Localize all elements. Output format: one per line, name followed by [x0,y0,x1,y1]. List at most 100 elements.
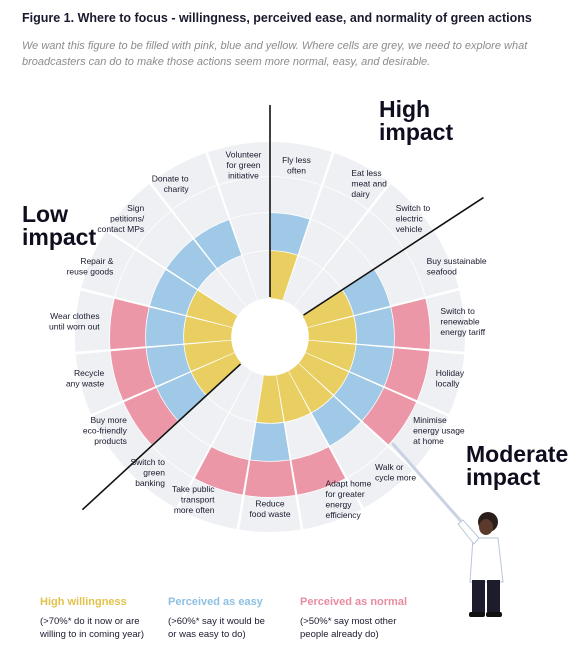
segment-willing-wear-clothes-until-worn-out [184,316,233,344]
segment-willing-buy-more-eco-friendly-products [191,352,242,395]
segment-normal-recycle-any-waste [110,348,156,401]
segment-normal-holiday-locally [384,348,430,401]
legend-willingness-title: High willingness [40,596,127,608]
action-label-line: Sign [127,203,144,213]
segment-normal-fly-less-often [270,177,321,219]
segment-label-take-public-transport-more-often [178,478,243,530]
segment-easy-repair-reuse-goods [150,269,198,316]
segment-easy-walk-or-cycle-more [311,396,361,446]
person-coat [469,537,504,583]
segment-easy-donate-to-charity [194,220,242,269]
action-label-line: vehicle [396,224,423,234]
action-label-line: Eat less [351,168,381,178]
chart-segments [75,142,465,532]
segment-easy-switch-to-renewable-energy-tariff [354,307,394,347]
segment-normal-switch-to-renewable-energy-tariff [391,298,430,350]
action-labels: Fly less often Eat less meat and dairy Switch… [49,150,487,521]
action-label-line: meat and [351,179,387,189]
action-label-line: Switch to [440,306,475,316]
action-label-line: Volunteer [226,150,262,160]
action-label-switch-to-electric-vehicle: Switch to electric vehicle [396,203,431,234]
segment-label-switch-to-green-banking [127,446,193,508]
action-label-walk-or-cycle-more: Walk or cycle more [375,462,416,483]
segment-willing-minimise-energy-usage-at-home [298,352,349,395]
action-label-line: initiative [228,171,259,181]
segment-normal-volunteer-for-green-initiative [219,177,270,219]
segment-willing-adapt-home-for-greater-energy-efficiency [276,371,311,422]
action-label-line: more often [174,505,215,515]
segment-label-reduce-food-waste [239,495,301,532]
segment-easy-reduce-food-waste [250,422,290,461]
person-leg-right [487,580,500,614]
segment-easy-minimise-energy-usage-at-home [334,372,384,421]
action-label-line: Wear clothes [50,311,99,321]
segment-normal-buy-sustainable-seafood [374,250,425,306]
action-label-line: energy usage [413,425,465,435]
legend-willingness-note: (>70%* do it now or are willing to in com… [40,616,145,640]
segment-easy-buy-sustainable-seafood [342,269,390,316]
action-label-buy-more-eco-friendly-products: Buy more eco-friendly products [83,415,128,446]
segment-willing-walk-or-cycle-more [288,363,333,413]
segment-label-eat-less-meat-and-dairy [323,153,389,210]
action-label-line: petitions/ [110,214,145,224]
moderate-impact-label: Moderate impact [466,441,569,490]
segment-label-fly-less-often [271,142,333,185]
action-label-line: green [143,467,165,477]
person-shoe-right [486,612,502,617]
action-label-donate-to-charity: Donate to charity [152,173,190,194]
action-label-line: Fly less [282,155,311,165]
segment-easy-eat-less-meat-and-dairy [298,220,346,269]
segment-normal-sign-petitions-contact-mps [136,211,193,269]
action-label-volunteer-for-green-initiative: Volunteer for green initiative [226,150,262,181]
action-label-line: Recycle [74,368,105,378]
action-label-line: Buy more [90,415,127,425]
segment-easy-switch-to-green-banking [179,396,229,446]
person-arm [457,519,480,545]
action-label-line: for green [226,160,260,170]
segment-normal-minimise-energy-usage-at-home [362,387,417,445]
figure-title: Figure 1. Where to focus - willingness, … [22,11,532,25]
action-label-line: charity [164,184,190,194]
segment-easy-adapt-home-for-greater-energy-efficiency [284,413,329,460]
action-label-line: Buy sustainable [427,256,487,266]
segment-label-repair-reuse-goods [81,231,135,297]
segment-willing-switch-to-green-banking [207,363,252,413]
action-label-adapt-home-for-greater-energy-efficiency: Adapt home for greater energy efficiency [326,479,372,521]
segment-normal-switch-to-green-banking [153,422,210,478]
segment-willing-reduce-food-waste [256,375,284,423]
segment-normal-donate-to-charity [172,186,229,238]
action-label-line: transport [181,494,215,504]
segment-easy-recycle-any-waste [146,344,191,387]
segment-easy-fly-less-often [270,213,310,255]
segment-willing-switch-to-renewable-energy-tariff [307,316,356,344]
segment-willing-donate-to-charity [217,255,258,307]
segment-normal-walk-or-cycle-more [330,422,387,478]
segment-willing-repair-reuse-goods [186,290,238,328]
segment-normal-eat-less-meat-and-dairy [311,186,368,238]
action-label-recycle-any-waste: Recycle any waste [66,368,105,389]
action-label-line: any waste [66,378,105,388]
segment-label-walk-or-cycle-more [347,446,413,508]
action-label-line: Take public [172,484,215,494]
action-label-wear-clothes-until-worn-out: Wear clothes until worn out [49,311,100,332]
person-leg-left [472,580,485,614]
segment-easy-volunteer-for-green-initiative [230,213,270,255]
legend-easy-title: Perceived as easy [168,596,263,608]
action-label-line: seafood [427,267,458,277]
action-label-line: often [287,165,306,175]
action-label-line: Minimise [413,415,447,425]
action-label-switch-to-renewable-energy-tariff: Switch to renewable energy tariff [440,306,485,337]
action-label-line: banking [135,478,165,488]
action-label-line: Reduce [255,499,285,509]
segment-label-volunteer-for-green-initiative [207,142,269,185]
action-label-minimise-energy-usage-at-home: Minimise energy usage at home [413,415,465,446]
action-label-line: Repair & [80,256,113,266]
action-label-reduce-food-waste: Reduce food waste [249,499,290,520]
segment-easy-switch-to-electric-vehicle [323,239,374,290]
action-label-line: Adapt home [326,479,372,489]
legend-normal-title: Perceived as normal [300,596,408,608]
action-label-repair-reuse-goods: Repair & reuse goods [67,256,114,277]
action-label-line: energy [326,500,353,510]
action-label-eat-less-meat-and-dairy: Eat less meat and dairy [351,168,387,199]
action-label-line: electric [396,214,424,224]
